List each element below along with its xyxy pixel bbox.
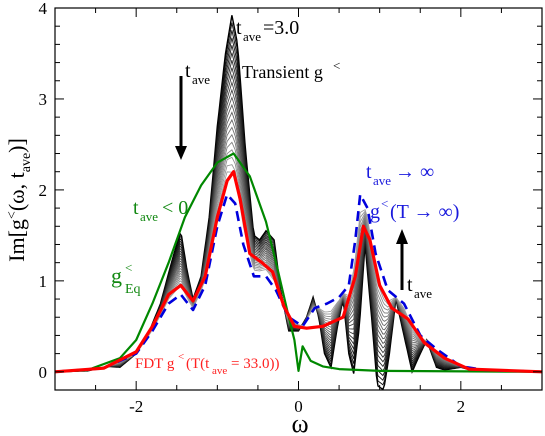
t-ave-up-t: t: [407, 274, 413, 296]
y-axis-label: Im[g<(ω, tave)]: [4, 138, 34, 262]
x-tick-label: 0: [294, 397, 303, 416]
transient-label: Transient g: [242, 62, 323, 82]
g-t-inf-rest: (T → ∞): [390, 201, 459, 223]
t-ave-inf-t: t: [366, 161, 372, 183]
t-ave-lt0-rel: < 0: [162, 197, 188, 219]
arrow-up-head: [396, 229, 408, 244]
transient-sup: <: [333, 58, 340, 73]
annotation-tave-inf: t ave → ∞: [366, 161, 434, 188]
t-ave-inf-rel: → ∞: [395, 161, 434, 183]
t-ave-down-t: t: [185, 60, 191, 82]
y-label-sub: ave: [19, 153, 34, 172]
tick-layer: -2 0 2 0 1 2 3 4: [39, 0, 543, 416]
annotation-fdt: FDT g < (T(t ave = 33.0)): [135, 351, 279, 377]
infinite-curve: [54, 193, 543, 374]
t-ave-lt0-t: t: [133, 197, 139, 219]
fdt-curve: [54, 170, 543, 374]
t-ave-down-sub: ave: [192, 72, 210, 87]
g-t-inf-g: g: [370, 201, 380, 223]
fdt-mid: (T(t: [186, 356, 210, 372]
g-t-inf-sup: <: [381, 196, 388, 211]
y-tick-label: 0: [39, 363, 48, 382]
y-label-mid: (ω, t: [4, 172, 29, 211]
annotation-geq: g < Eq: [111, 260, 141, 297]
y-tick-label: 1: [39, 272, 48, 291]
y-tick-label: 4: [39, 0, 48, 18]
fdt-sup: <: [178, 351, 184, 363]
fdt-label: FDT g: [135, 356, 175, 372]
series-layer: [54, 15, 543, 391]
t-ave-lt0-sub: ave: [140, 209, 158, 224]
equilibrium-curve: [54, 152, 543, 373]
arrow-down-head: [175, 146, 187, 160]
y-label-end: )]: [4, 138, 29, 153]
fdt-sub: ave: [212, 365, 227, 377]
t-ave-main-t: t: [236, 17, 242, 39]
x-tick-label: -2: [129, 397, 143, 416]
annotation-g-T-inf: g < (T → ∞): [370, 196, 459, 223]
g-eq-g: g: [111, 263, 122, 288]
fdt-end: = 33.0)): [231, 356, 279, 372]
annotation-tave-arrow-up: t ave: [396, 229, 432, 301]
x-axis-label: ω: [291, 409, 308, 436]
annotation-tave-lt0: t ave < 0: [133, 197, 188, 224]
g-eq-sup: <: [125, 260, 132, 275]
g-eq-sub: Eq: [125, 282, 141, 297]
annotation-tave-arrow-down: t ave: [175, 60, 210, 160]
y-tick-label: 3: [39, 90, 48, 109]
t-ave-main-sub: ave: [243, 29, 261, 44]
t-ave-main-value: =3.0: [263, 17, 299, 39]
y-label-prefix: Im[g: [4, 219, 29, 262]
annotation-tave-main: t ave =3.0: [236, 17, 299, 44]
annotation-transient: Transient g <: [242, 58, 340, 82]
y-tick-label: 2: [39, 181, 48, 200]
t-ave-inf-sub: ave: [373, 173, 391, 188]
t-ave-up-sub: ave: [414, 286, 432, 301]
y-label-sup: <: [5, 211, 20, 219]
x-tick-label: 2: [457, 397, 466, 416]
